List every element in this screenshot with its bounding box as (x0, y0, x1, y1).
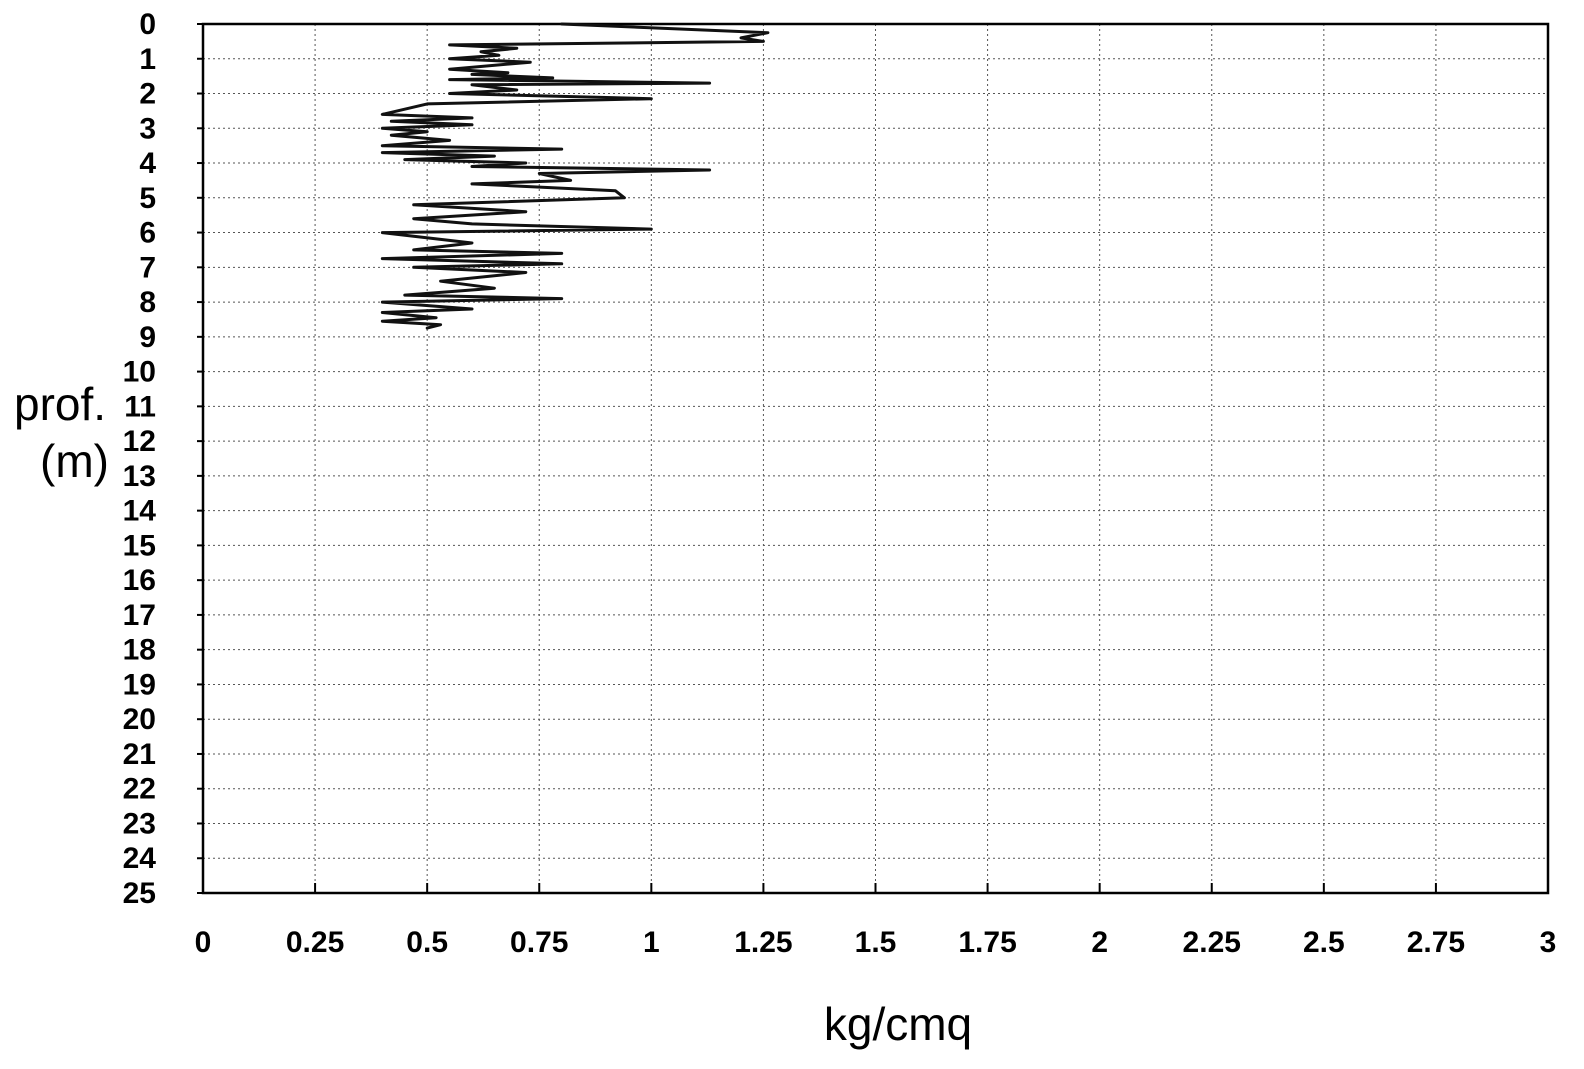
y-tick-label: 20 (123, 703, 156, 736)
x-tick-label: 1.25 (734, 926, 792, 959)
y-tick-label: 23 (123, 807, 156, 840)
x-tick-label: 2.5 (1303, 926, 1345, 959)
y-tick-label: 8 (139, 286, 156, 319)
y-tick-label: 4 (139, 147, 156, 180)
x-axis-ticks: 0 0.25 0.5 0.75 1 1.25 1.5 1.75 2 2.25 2.5 2.75 3 (195, 883, 1557, 959)
y-tick-label: 3 (139, 112, 156, 145)
x-tick-label: 1.75 (958, 926, 1016, 959)
x-tick-label: 0.75 (510, 926, 568, 959)
grid-layer (203, 24, 1548, 893)
y-tick-label: 5 (139, 182, 156, 215)
y-tick-label: 21 (123, 738, 156, 771)
x-tick-label: 0 (195, 926, 212, 959)
y-tick-label: 25 (123, 877, 156, 910)
y-tick-label: 11 (124, 390, 156, 423)
x-tick-label: 1 (643, 926, 660, 959)
x-tick-label: 0.5 (406, 926, 448, 959)
y-tick-label: 15 (123, 529, 156, 562)
y-tick-label: 16 (123, 564, 156, 597)
y-tick-label: 2 (139, 78, 156, 111)
x-tick-label: 2.75 (1407, 926, 1465, 959)
y-tick-label: 9 (139, 321, 156, 354)
y-tick-label: 7 (139, 251, 156, 284)
y-tick-label: 6 (139, 217, 156, 250)
x-tick-label: 1.5 (855, 926, 897, 959)
y-tick-label: 12 (123, 425, 156, 458)
y-tick-label: 24 (123, 842, 157, 875)
y-tick-label: 1 (139, 43, 156, 76)
y-axis-ticks: 0123456789101112131415161718192021222324… (123, 8, 203, 910)
y-tick-label: 0 (139, 8, 156, 41)
y-tick-label: 19 (123, 668, 156, 701)
x-tick-label: 2 (1091, 926, 1108, 959)
y-tick-label: 22 (123, 773, 156, 806)
x-axis-label: kg/cmq (824, 998, 972, 1050)
y-tick-label: 18 (123, 634, 156, 667)
y-tick-label: 13 (123, 460, 156, 493)
x-tick-label: 0.25 (286, 926, 344, 959)
x-tick-label: 2.25 (1183, 926, 1241, 959)
series-layer (380, 22, 770, 330)
series-line (380, 22, 770, 330)
y-tick-label: 14 (123, 495, 157, 528)
y-axis-label-line1: prof. (14, 378, 106, 430)
x-tick-label: 3 (1540, 926, 1557, 959)
y-axis-label-line2: (m) (40, 435, 109, 487)
y-tick-label: 17 (123, 599, 156, 632)
y-tick-label: 10 (123, 356, 156, 389)
